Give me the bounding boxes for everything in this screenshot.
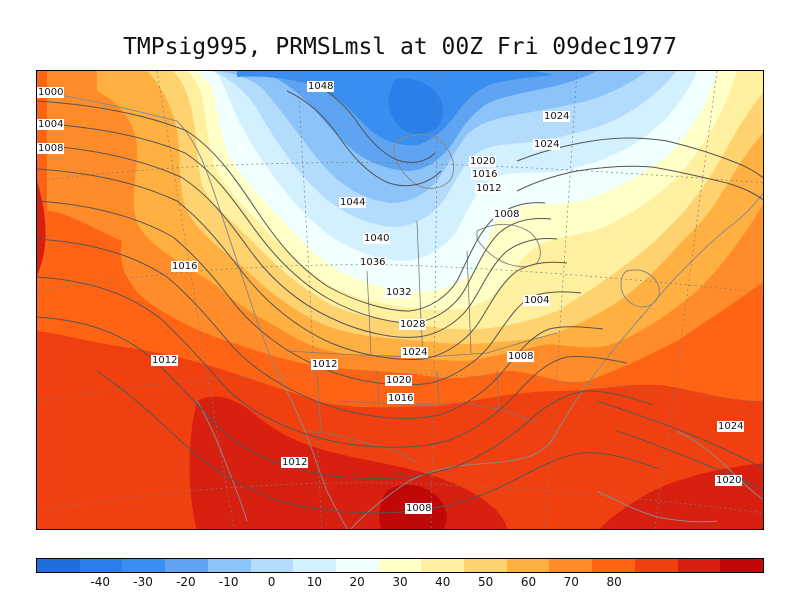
isobar-label: 1036 bbox=[359, 257, 387, 268]
lat-lon-grid bbox=[37, 71, 763, 529]
isobar-label: 1012 bbox=[281, 457, 309, 468]
colorbar-tick-label: -20 bbox=[176, 575, 196, 589]
isobar-label: 1016 bbox=[387, 393, 415, 404]
isobar-label: 1024 bbox=[533, 139, 561, 150]
colorbar-segment bbox=[207, 559, 251, 572]
weather-map: 1000 1004 1008 1048 1024 1024 1020 1016 … bbox=[36, 70, 764, 530]
colorbar-segment bbox=[122, 559, 166, 572]
colorbar-segment bbox=[549, 559, 593, 572]
colorbar-segment bbox=[250, 559, 294, 572]
colorbar-tick-label: 70 bbox=[563, 575, 579, 589]
colorbar-tick-label: 50 bbox=[478, 575, 494, 589]
isobar-label: 1028 bbox=[399, 319, 427, 330]
isobar-label: 1012 bbox=[475, 183, 503, 194]
colorbar-segment bbox=[293, 559, 336, 572]
colorbar-tick-label: 0 bbox=[267, 575, 276, 589]
isobar-label: 1044 bbox=[339, 197, 367, 208]
isobar-label: 1020 bbox=[385, 375, 413, 386]
isobar-label: 1008 bbox=[405, 503, 433, 514]
colorbar-segment bbox=[37, 559, 80, 572]
isobar-label: 1016 bbox=[171, 261, 199, 272]
isobar-label: 1020 bbox=[715, 475, 743, 486]
colorbar-tick-label: 60 bbox=[520, 575, 537, 589]
colorbar-segment bbox=[165, 559, 208, 572]
isobar-label: 1024 bbox=[717, 421, 745, 432]
isobar-label: 1008 bbox=[493, 209, 521, 220]
colorbar-tick-label: -10 bbox=[218, 575, 239, 589]
isobar-label: 1004 bbox=[523, 295, 551, 306]
colorbar-tick-label: 80 bbox=[606, 575, 622, 589]
isobar-label: 1020 bbox=[469, 156, 497, 167]
colorbar-tick-label: -30 bbox=[133, 575, 153, 589]
isobar-label: 1040 bbox=[363, 233, 391, 244]
temperature-colorbar bbox=[36, 558, 764, 573]
isobar-label: 1008 bbox=[507, 351, 535, 362]
isobar-label: 1004 bbox=[37, 119, 65, 130]
pressure-isobars bbox=[37, 80, 763, 514]
colorbar-segment bbox=[506, 559, 550, 572]
colorbar-segment bbox=[378, 559, 422, 572]
isobar-label: 1012 bbox=[151, 355, 179, 366]
map-title: TMPsig995, PRMSLmsl at 00Z Fri 09dec1977 bbox=[123, 34, 677, 60]
colorbar-tick-label: 40 bbox=[435, 575, 451, 589]
isobar-label: 1024 bbox=[543, 111, 571, 122]
isobar-label: 1008 bbox=[37, 143, 65, 154]
colorbar-segment bbox=[79, 559, 123, 572]
isobar-label: 1048 bbox=[307, 81, 335, 92]
isobar-label: 1016 bbox=[471, 169, 499, 180]
colorbar-segment bbox=[335, 559, 379, 572]
isobar-label: 1032 bbox=[385, 287, 413, 298]
colorbar-segment bbox=[421, 559, 465, 572]
colorbar-segment bbox=[677, 559, 721, 572]
isobar-label-extra: 1012 bbox=[311, 359, 339, 370]
colorbar-ticks: -40 -30 -20 -10 0 10 20 30 40 50 60 70 80 bbox=[36, 575, 764, 595]
colorbar-tick-label: 10 bbox=[306, 575, 322, 589]
colorbar-segment bbox=[464, 559, 507, 572]
temperature-band-coldest bbox=[388, 78, 444, 135]
colorbar-segment bbox=[634, 559, 678, 572]
colorbar-tick-label: 30 bbox=[392, 575, 408, 589]
colorbar-tick-label: -40 bbox=[90, 575, 111, 589]
coastlines bbox=[37, 90, 763, 529]
isobar-label: 1000 bbox=[37, 87, 65, 98]
colorbar-segment bbox=[592, 559, 635, 572]
colorbar-tick-label: 20 bbox=[349, 575, 365, 589]
warm-pool-west bbox=[37, 181, 46, 276]
colorbar-segment bbox=[720, 559, 763, 572]
isobar-label: 1024 bbox=[401, 347, 429, 358]
